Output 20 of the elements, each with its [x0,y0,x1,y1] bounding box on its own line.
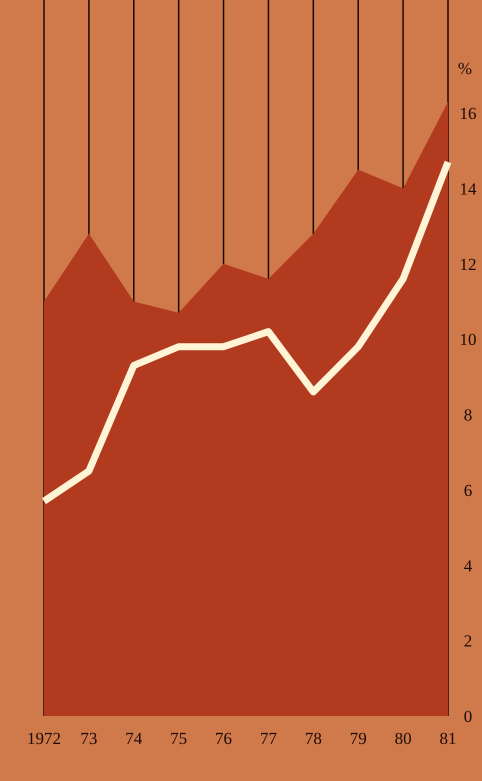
y-tick-label: 16 [460,104,476,124]
x-tick-label: 74 [125,729,143,748]
y-tick-label: 8 [464,406,472,425]
y-tick-label: 14 [460,179,477,198]
x-tick-label: 81 [440,729,456,748]
x-tick-label: 75 [170,729,188,748]
y-tick-label: 10 [460,330,476,350]
x-tick-label: 77 [260,729,278,748]
y-tick-label: 4 [464,556,473,576]
x-tick-label: 76 [215,729,232,748]
x-tick-label: 78 [304,729,322,748]
x-tick-label: 79 [350,729,367,748]
y-tick-label: 0 [464,707,472,726]
x-tick-label: 1972 [27,729,61,748]
y-axis-title: % [458,59,472,78]
x-tick-label: 80 [394,729,412,748]
y-tick-label: 2 [464,632,472,651]
y-tick-label: 6 [464,480,472,500]
x-tick-label: 73 [80,729,98,748]
y-tick-label: 12 [460,254,476,274]
